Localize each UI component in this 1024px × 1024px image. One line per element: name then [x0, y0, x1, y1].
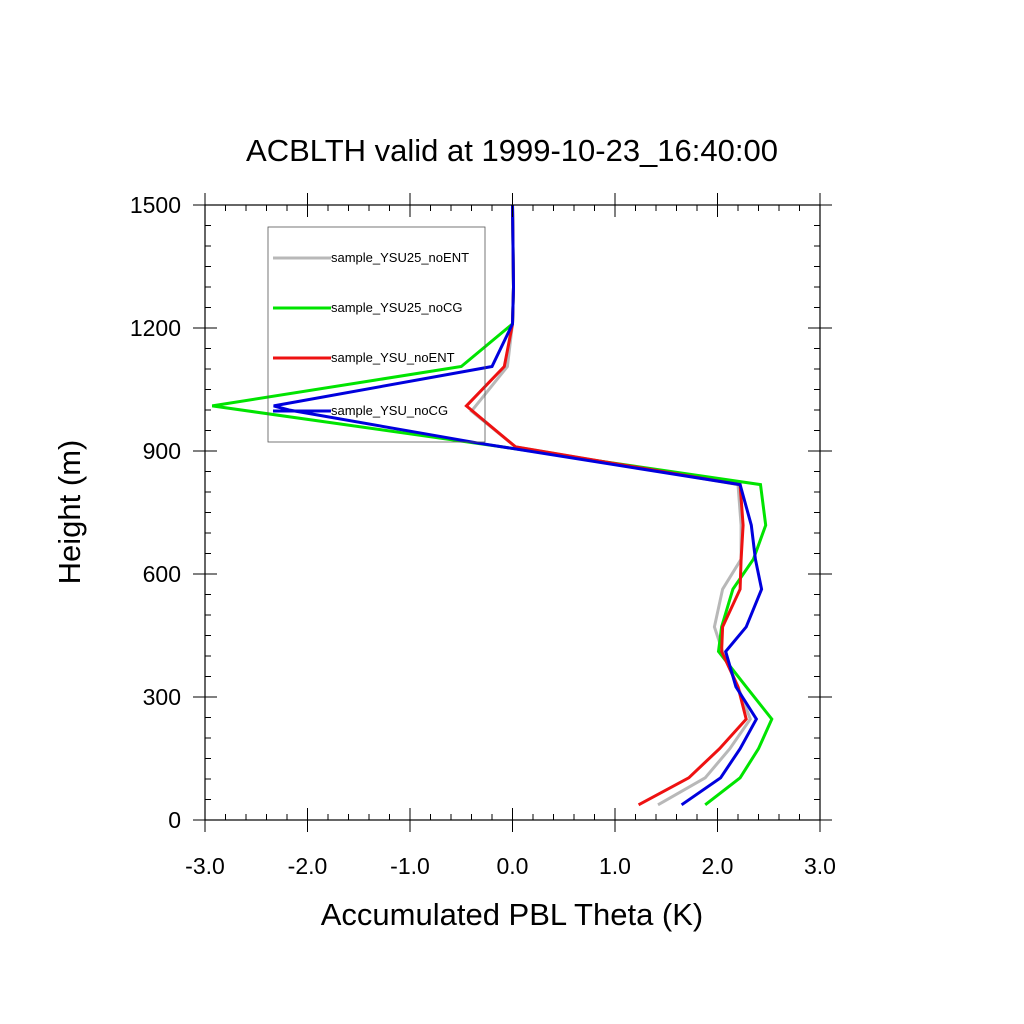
- y-tick-label: 300: [143, 684, 181, 710]
- chart-title: ACBLTH valid at 1999-10-23_16:40:00: [246, 133, 778, 168]
- x-tick-label: 0.0: [497, 853, 529, 879]
- y-tick-label: 900: [143, 438, 181, 464]
- legend-label: sample_YSU25_noENT: [331, 250, 469, 265]
- x-tick-label: 1.0: [599, 853, 631, 879]
- series-line-sample-ysu-nocg: [273, 204, 764, 807]
- legend-box: [267, 226, 486, 443]
- y-tick-label: 0: [168, 807, 181, 833]
- legend-label: sample_YSU_noCG: [331, 403, 448, 418]
- y-axis-label: Height (m): [52, 440, 87, 585]
- x-tick-label: -3.0: [185, 853, 225, 879]
- y-axis: 0 300 600 900 1200 1500: [130, 192, 832, 833]
- x-tick-label: 3.0: [804, 853, 836, 879]
- legend: sample_YSU25_noENT sample_YSU25_noCGsampl…: [267, 226, 486, 443]
- y-tick-label: 600: [143, 561, 181, 587]
- x-axis: -3.0 -2.0 -1.0 0.0 1.0 2.0 3.0: [185, 193, 836, 879]
- series-line-sample-ysu25-nocg: [211, 204, 774, 806]
- legend-label: sample_YSU25_noCG: [331, 300, 463, 315]
- series-line-sample-ysu-noent: [464, 204, 748, 807]
- plot-area: [211, 204, 774, 807]
- y-tick-label: 1500: [130, 192, 181, 218]
- x-tick-label: 2.0: [702, 853, 734, 879]
- x-tick-label: -1.0: [390, 853, 430, 879]
- legend-label: sample_YSU_noENT: [331, 350, 455, 365]
- y-tick-label: 1200: [130, 315, 181, 341]
- x-axis-label: Accumulated PBL Theta (K): [321, 897, 704, 932]
- x-tick-label: -2.0: [288, 853, 328, 879]
